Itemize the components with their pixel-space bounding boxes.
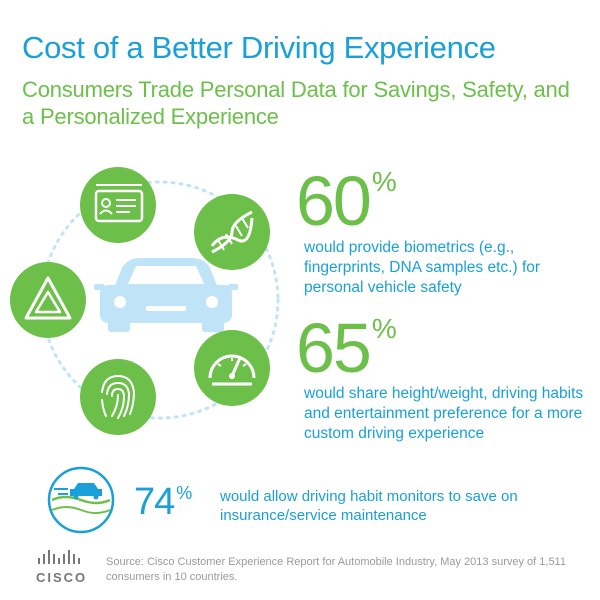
stat-60-description: would provide biometrics (e.g., fingerpr… [304,239,541,296]
dna-icon [194,194,270,270]
speedometer-icon [194,330,270,406]
page-title: Cost of a Better Driving Experience [22,30,496,65]
stat-74-description: would allow driving habit monitors to sa… [220,488,518,524]
stat-74-value: 74% [134,481,193,523]
car-icon [94,258,238,332]
stat-65-value: 65% [296,309,397,387]
fingerprint-icon [80,359,156,435]
hazard-triangle-icon [10,262,86,338]
cisco-logo [38,550,80,564]
stat-65-description: would share height/weight, driving habit… [304,385,584,442]
stat-60-value: 60% [296,162,397,240]
source-note: Source: Cisco Customer Experience Report… [106,556,566,583]
page-subtitle: Consumers Trade Personal Data for Saving… [22,77,570,129]
cisco-logo-text: CISCO [36,570,88,585]
car-monitor-icon [47,466,115,534]
id-card-icon [80,167,156,243]
